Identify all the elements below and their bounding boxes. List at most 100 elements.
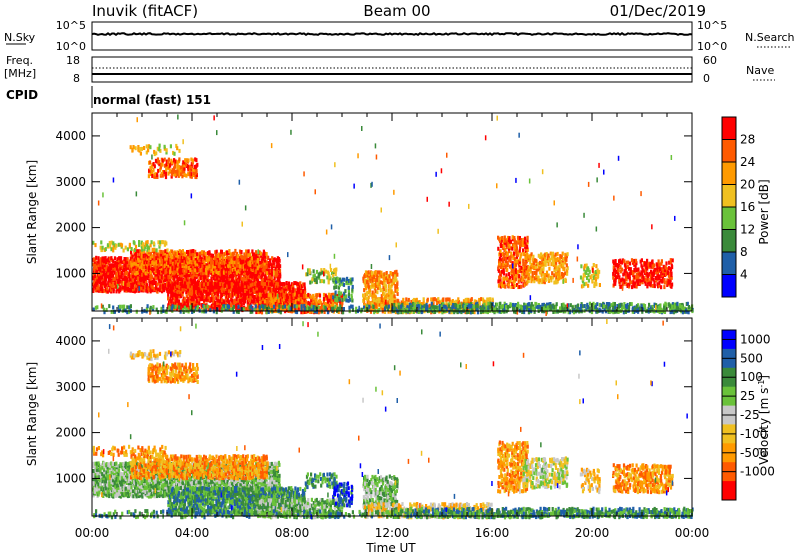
echo-cell	[154, 285, 158, 290]
echo-cell	[221, 301, 224, 305]
echo-cell	[207, 292, 210, 297]
echo-cell	[261, 256, 265, 261]
echo-cell	[395, 278, 398, 283]
echo-cell	[516, 252, 519, 257]
echo-cell	[181, 304, 184, 309]
echo-cell	[326, 270, 329, 275]
echo-cell	[187, 269, 190, 273]
echo-cell	[390, 289, 393, 294]
echo-cell	[382, 301, 386, 306]
echo-cell	[263, 285, 267, 290]
echo-cell	[226, 284, 229, 289]
echo-cell	[152, 267, 155, 271]
echo-cell	[135, 256, 138, 261]
echo-cell	[299, 292, 302, 297]
echo-cell	[272, 295, 275, 300]
echo-cell	[210, 265, 213, 270]
echo-cell	[373, 302, 376, 307]
echo-cell	[239, 257, 242, 262]
echo-cell	[230, 300, 234, 305]
echo-cell	[261, 258, 264, 263]
echo-cell	[389, 271, 392, 275]
echo-cell	[322, 279, 326, 284]
echo-cell	[636, 272, 639, 277]
echo-cell	[501, 236, 504, 240]
echo-cell	[501, 283, 504, 288]
echo-cell	[179, 305, 182, 310]
echo-cell	[180, 286, 183, 291]
echo-cell	[269, 293, 272, 298]
echo-cell	[224, 262, 228, 267]
echo-cell	[526, 245, 529, 250]
echo-cell	[213, 267, 216, 271]
echo-cell	[152, 162, 155, 166]
echo-cell	[524, 260, 527, 265]
echo-cell	[151, 174, 154, 178]
echo-cell	[338, 277, 341, 282]
echo-cell	[228, 284, 231, 289]
echo-cell	[527, 268, 530, 273]
echo-cell	[237, 269, 240, 274]
echo-cell	[110, 287, 113, 292]
echo-cell	[317, 310, 320, 315]
echo-cell	[153, 149, 156, 154]
echo-cell	[97, 272, 101, 277]
echo-cell	[223, 307, 226, 312]
echo-cell	[116, 266, 119, 271]
echo-cell	[235, 282, 238, 287]
echo-cell	[197, 272, 200, 277]
echo-cell	[649, 273, 652, 278]
echo-cell	[412, 301, 415, 306]
echo-cell	[265, 294, 268, 298]
echo-cell	[326, 299, 329, 304]
echo-cell	[152, 241, 155, 246]
echo-cell	[380, 300, 383, 305]
echo-cell	[111, 268, 114, 273]
echo-cell	[179, 265, 182, 270]
echo-cell	[176, 169, 179, 173]
echo-cell	[153, 279, 156, 284]
echo-cell	[176, 298, 179, 303]
echo-cell	[289, 284, 292, 289]
echo-cell	[191, 281, 194, 286]
echo-cell	[234, 287, 237, 292]
echo-cell	[219, 266, 222, 271]
echo-cell	[587, 278, 590, 283]
echo-cell	[116, 257, 119, 262]
echo-cell	[525, 252, 528, 257]
echo-cell	[165, 273, 168, 278]
echo-cell	[167, 252, 170, 257]
echo-cell	[661, 278, 664, 283]
echo-cell	[547, 253, 550, 258]
echo-cell	[171, 286, 174, 290]
echo-cell	[203, 279, 206, 283]
echo-cell	[543, 280, 546, 285]
echo-cell	[183, 262, 186, 266]
echo-cell	[222, 299, 225, 304]
echo-cell	[233, 298, 236, 303]
echo-cell	[135, 264, 138, 269]
nsearch-tick-top: 10^5	[697, 19, 727, 32]
echo-cell	[294, 281, 297, 286]
echo-cell	[523, 240, 526, 245]
echo-cell	[174, 260, 177, 265]
echo-cell	[213, 264, 216, 269]
echo-cell	[247, 288, 250, 292]
echo-cell	[563, 267, 566, 271]
echo-cell	[266, 278, 269, 283]
echo-cell	[223, 273, 226, 278]
echo-cell	[188, 254, 191, 258]
echo-cell	[548, 266, 551, 271]
echo-cell	[187, 298, 190, 303]
echo-cell	[165, 148, 168, 153]
echo-cell	[150, 240, 153, 245]
echo-cell	[180, 256, 183, 261]
echo-cell	[283, 282, 286, 287]
echo-cell	[385, 276, 388, 281]
echo-cell	[163, 157, 166, 162]
echo-cell	[145, 283, 149, 288]
echo-cell	[241, 264, 244, 269]
echo-cell	[164, 283, 167, 287]
echo-cell	[101, 245, 104, 250]
echo-cell	[285, 281, 288, 285]
